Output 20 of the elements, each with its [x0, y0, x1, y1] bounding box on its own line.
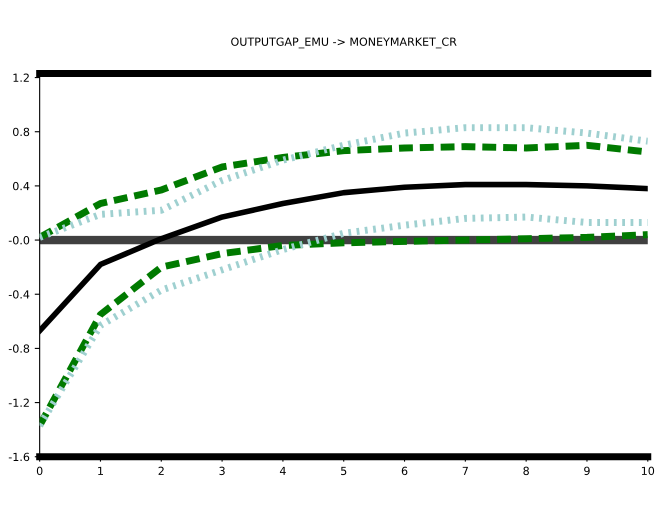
x-tick-label: 0 [36, 466, 42, 476]
y-tick-label: 0.4 [13, 182, 30, 190]
y-tick-label: -0.8 [8, 344, 30, 353]
chart-title: OUTPUTGAP_EMU -> MONEYMARKET_CR [231, 37, 457, 48]
y-tick-label: -0.0 [8, 236, 30, 244]
y-tick-label: -1.6 [8, 452, 30, 462]
x-tick-label: 1 [98, 466, 103, 475]
x-tick-label: 8 [523, 466, 529, 476]
y-tick-label: -1.2 [8, 398, 29, 407]
x-tick-label: 3 [219, 466, 225, 476]
y-tick-label: -0.4 [8, 290, 30, 299]
y-tick-label: 1.2 [13, 74, 29, 82]
x-tick-label: 6 [402, 466, 408, 476]
x-tick-label: 10 [642, 466, 654, 476]
x-tick-label: 9 [584, 466, 590, 476]
x-tick-label: 5 [341, 466, 346, 476]
x-tick-label: 4 [280, 466, 286, 475]
x-tick-label: 2 [158, 466, 164, 475]
x-tick-label: 7 [462, 466, 468, 475]
y-tick-label: 0.8 [13, 128, 30, 136]
